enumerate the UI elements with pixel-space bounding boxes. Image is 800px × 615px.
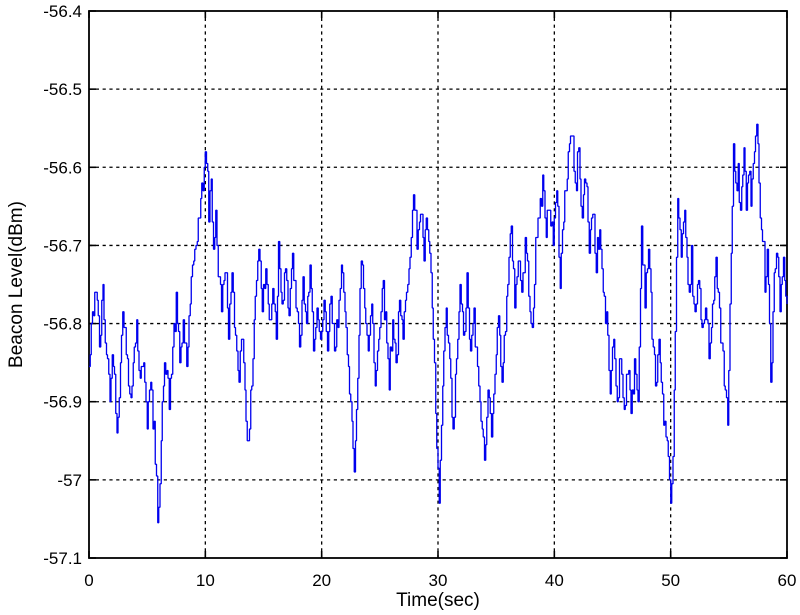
- y-tick-label: -56.7: [43, 236, 82, 255]
- plot-area-border: [88, 10, 788, 559]
- x-tick-label: 10: [196, 571, 215, 590]
- y-axis-label: Beacon Level(dBm): [6, 201, 27, 368]
- x-tick-label: 40: [545, 571, 564, 590]
- x-tick-label: 60: [778, 571, 797, 590]
- x-tick-label: 30: [429, 571, 448, 590]
- x-tick-label: 50: [661, 571, 680, 590]
- y-tick-label: -56.6: [43, 158, 82, 177]
- y-tick-label: -56.4: [43, 2, 82, 21]
- data-line-beacon-level: [89, 123, 788, 524]
- y-tick-label: -57.1: [43, 549, 82, 568]
- x-tick-label: 20: [312, 571, 331, 590]
- x-tick-labels: 0 10 20 30 40 50 60: [84, 571, 796, 590]
- y-tick-labels: -56.4 -56.5 -56.6 -56.7 -56.8 -56.9 -57 -57.1: [43, 2, 82, 568]
- y-tick-label: -57: [57, 471, 82, 490]
- x-tick-label: 0: [84, 571, 93, 590]
- y-tick-label: -56.9: [43, 393, 82, 412]
- x-axis-label: Time(sec): [396, 590, 480, 611]
- y-tick-label: -56.5: [43, 80, 82, 99]
- y-tick-label: -56.8: [43, 315, 82, 334]
